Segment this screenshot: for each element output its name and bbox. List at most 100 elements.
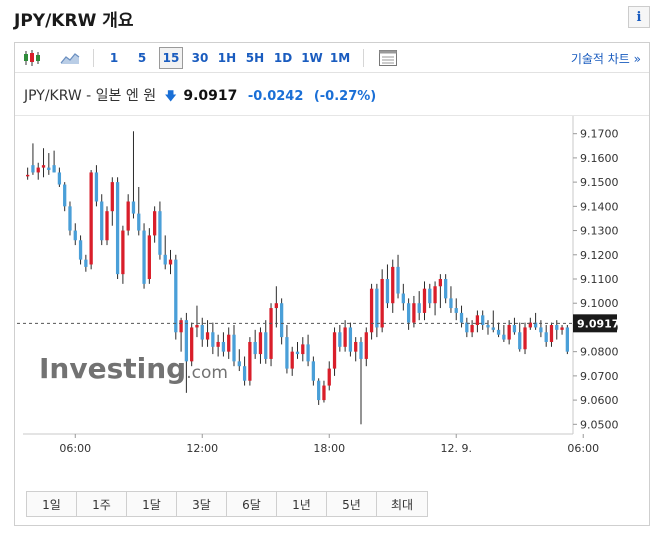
range-max[interactable]: 최대 — [377, 492, 427, 516]
toolbar-separator — [93, 49, 94, 67]
y-tick-label: 9.1200 — [580, 249, 619, 262]
range-1d[interactable]: 1일 — [27, 492, 77, 516]
technical-chart-link[interactable]: 기술적 차트 » — [570, 52, 641, 66]
current-price-label: 9.0917 — [577, 317, 619, 330]
candle-body — [131, 201, 136, 214]
candle-body — [227, 334, 231, 352]
watermark-suffix: .com — [186, 363, 228, 383]
instrument-name: JPY/KRW - 일본 엔 원 — [24, 88, 157, 104]
candle-body — [475, 315, 480, 326]
candle-body — [78, 240, 83, 260]
range-6m[interactable]: 6달 — [227, 492, 277, 516]
timeframe-15[interactable]: 15 — [159, 47, 183, 69]
range-3m[interactable]: 3달 — [177, 492, 227, 516]
y-tick-label: 9.1000 — [580, 297, 619, 310]
candle-body — [343, 327, 347, 347]
candle-body — [248, 341, 252, 381]
candle-body — [274, 303, 278, 309]
candle-body — [523, 327, 527, 350]
candle-body — [290, 351, 294, 369]
price-chart[interactable]: 9.1700 9.1600 9.1500 9.1400 9.1300 9.1200 9.11… — [15, 116, 649, 476]
layout-icon[interactable] — [377, 47, 399, 69]
candle-body — [391, 266, 395, 304]
range-selector: 1일 1주 1달 3달 6달 1년 5년 최대 — [26, 491, 428, 517]
current-price-marker — [573, 314, 617, 333]
candle-body — [73, 230, 77, 241]
candle-body — [285, 337, 289, 369]
candle-body — [533, 322, 538, 328]
price-change-percent: (-0.27%) — [313, 89, 377, 104]
x-tick-label: 12. 9. — [440, 442, 472, 455]
timeframe-30[interactable]: 30 — [191, 51, 209, 65]
page-title: JPY/KRW 개요 — [14, 11, 134, 31]
timeframe-5h[interactable]: 5H — [245, 51, 265, 65]
candle-body — [412, 303, 416, 323]
price-change: -0.0242 — [247, 89, 304, 104]
timeframe-1m[interactable]: 1M — [329, 51, 351, 65]
chart-area[interactable]: 9.1700 9.1600 9.1500 9.1400 9.1300 9.1200 9.11… — [15, 115, 649, 475]
candle-body — [428, 288, 432, 304]
y-tick-label: 9.1700 — [580, 128, 619, 141]
candle-body — [105, 211, 109, 241]
candle-body — [417, 303, 421, 313]
candle-body — [359, 341, 363, 359]
candle-body — [242, 366, 247, 381]
timeframe-1w[interactable]: 1W — [301, 51, 323, 65]
candle-body — [168, 259, 173, 265]
toolbar-separator — [363, 49, 364, 67]
x-tick-label: 18:00 — [313, 442, 345, 455]
candle-body — [142, 230, 146, 284]
candle-body — [184, 320, 189, 362]
candle-body — [63, 184, 67, 207]
candle-body — [26, 174, 30, 177]
range-1m[interactable]: 1달 — [127, 492, 177, 516]
candle-body — [491, 327, 495, 330]
candle-body — [147, 235, 151, 279]
candle-body — [94, 172, 99, 202]
candle-body — [544, 332, 548, 342]
timeframe-5[interactable]: 5 — [137, 51, 147, 65]
area-chart-icon[interactable] — [59, 47, 81, 69]
candle-body — [385, 279, 390, 304]
range-1y[interactable]: 1년 — [277, 492, 327, 516]
candle-body — [121, 230, 125, 275]
candle-body — [269, 308, 273, 359]
info-button[interactable]: i — [628, 6, 650, 28]
candle-body — [565, 327, 569, 352]
candle-body — [41, 165, 46, 168]
investing-watermark: Investing.com — [39, 352, 228, 385]
range-5y[interactable]: 5년 — [327, 492, 377, 516]
candle-body — [444, 279, 448, 299]
timeframe-1d[interactable]: 1D — [273, 51, 293, 65]
candle-body — [406, 303, 411, 323]
range-1w[interactable]: 1주 — [77, 492, 127, 516]
candle-body — [306, 344, 310, 362]
candle-body — [126, 201, 130, 231]
candle-body — [31, 165, 35, 173]
candle-body — [470, 325, 474, 333]
timeframe-1h[interactable]: 1H — [217, 51, 237, 65]
candle-body — [549, 325, 554, 342]
candle-body — [560, 327, 564, 330]
candle-body — [158, 211, 162, 255]
candle-body — [433, 286, 437, 304]
candle-body — [438, 279, 443, 287]
candle-body — [163, 254, 167, 265]
y-tick-label: 9.0600 — [580, 394, 619, 407]
candle-body — [375, 288, 379, 328]
candlestick-icon[interactable] — [21, 47, 43, 69]
candle-body — [195, 325, 199, 328]
candle-body — [179, 320, 183, 333]
candle-body — [396, 266, 400, 294]
candle-body — [57, 172, 62, 185]
candle-body — [528, 322, 532, 328]
x-tick-label: 12:00 — [186, 442, 218, 455]
y-tick-label: 9.1500 — [580, 176, 619, 189]
candle-body — [518, 332, 522, 350]
candle-body — [317, 380, 321, 401]
candle-body — [258, 332, 263, 355]
timeframe-1[interactable]: 1 — [109, 51, 119, 65]
y-tick-label: 9.0700 — [580, 370, 619, 383]
chart-widget: 1 5 15 30 1H 5H 1D 1W 1M 기술적 차트 » — [14, 42, 650, 526]
candle-body — [422, 288, 427, 313]
